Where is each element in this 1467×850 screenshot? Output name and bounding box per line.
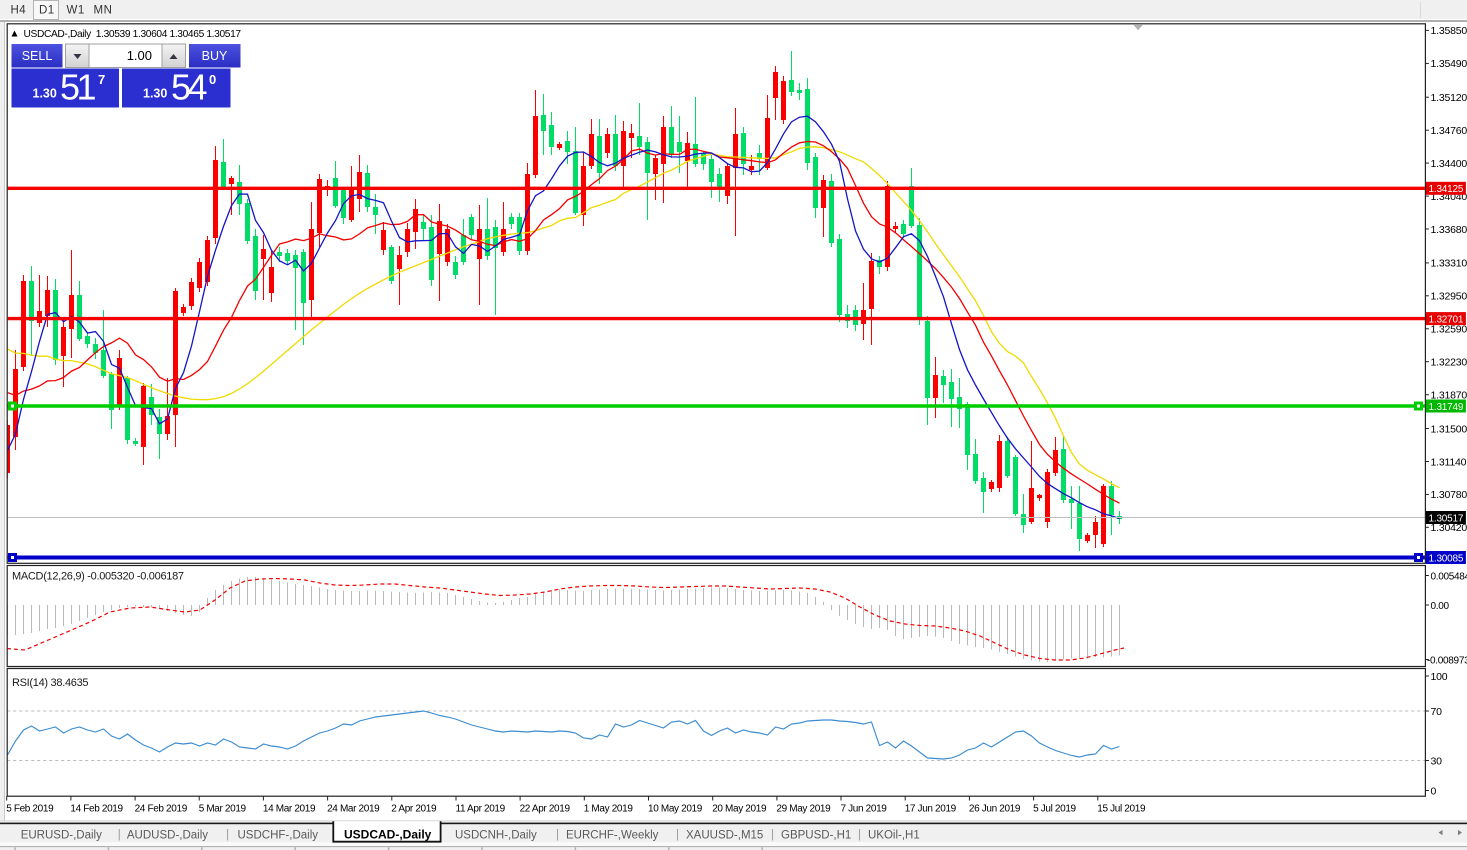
- svg-text:10 May 2019: 10 May 2019: [648, 804, 703, 815]
- svg-text:MN: MN: [94, 5, 113, 17]
- svg-text:20 May 2019: 20 May 2019: [712, 804, 767, 815]
- svg-text:|: |: [858, 829, 861, 841]
- svg-text:USDCHF-,Daily: USDCHF-,Daily: [238, 830, 319, 842]
- svg-text:5 Jul 2019: 5 Jul 2019: [1033, 804, 1076, 815]
- svg-text:USDCAD-,Daily 1.30539 1.30604: USDCAD-,Daily 1.30539 1.30604 1.30465 1.…: [24, 29, 242, 40]
- svg-text:1.31870: 1.31870: [1431, 390, 1467, 402]
- svg-text:1.33310: 1.33310: [1431, 258, 1467, 270]
- svg-text:1.30780: 1.30780: [1431, 489, 1467, 501]
- svg-text:1.35120: 1.35120: [1431, 92, 1467, 104]
- svg-text:24 Mar 2019: 24 Mar 2019: [327, 804, 380, 815]
- svg-text:|: |: [556, 829, 559, 841]
- svg-text:1.33680: 1.33680: [1431, 224, 1467, 236]
- svg-text:|: |: [226, 829, 229, 841]
- svg-text:30: 30: [1431, 755, 1443, 767]
- svg-text:EURUSD-,Daily: EURUSD-,Daily: [21, 830, 102, 842]
- svg-text:1.00: 1.00: [127, 48, 152, 63]
- svg-text:2 Apr 2019: 2 Apr 2019: [391, 804, 437, 815]
- svg-text:14 Mar 2019: 14 Mar 2019: [263, 804, 316, 815]
- svg-text:1.34125: 1.34125: [1429, 184, 1464, 195]
- svg-text:USDCNH-,Daily: USDCNH-,Daily: [455, 830, 537, 842]
- svg-text:5 Mar 2019: 5 Mar 2019: [199, 804, 247, 815]
- svg-text:11 Apr 2019: 11 Apr 2019: [456, 804, 506, 815]
- svg-text:1.34400: 1.34400: [1431, 158, 1467, 170]
- svg-text:14 Feb 2019: 14 Feb 2019: [70, 804, 123, 815]
- svg-text:1 May 2019: 1 May 2019: [584, 804, 634, 815]
- svg-text:0: 0: [209, 72, 216, 87]
- svg-text:0.005484: 0.005484: [1431, 571, 1467, 582]
- svg-text:USDCAD-,Daily: USDCAD-,Daily: [344, 828, 432, 842]
- svg-text:24 Feb 2019: 24 Feb 2019: [135, 804, 188, 815]
- svg-text:1.31140: 1.31140: [1431, 456, 1467, 468]
- svg-text:15 Jul 2019: 15 Jul 2019: [1097, 804, 1146, 815]
- svg-text:-0.008973: -0.008973: [1427, 655, 1467, 666]
- svg-text:100: 100: [1431, 671, 1448, 683]
- svg-text:BUY: BUY: [202, 49, 228, 63]
- svg-text:UKOil-,H1: UKOil-,H1: [868, 830, 920, 842]
- svg-text:|: |: [771, 829, 774, 841]
- svg-text:54: 54: [171, 67, 207, 108]
- svg-text:17 Jun 2019: 17 Jun 2019: [905, 804, 957, 815]
- svg-text:MACD(12,26,9) -0.005320 -0.006: MACD(12,26,9) -0.005320 -0.006187: [12, 571, 184, 583]
- svg-text:1.30: 1.30: [33, 87, 57, 101]
- svg-text:1.34760: 1.34760: [1431, 125, 1467, 137]
- svg-text:RSI(14) 38.4635: RSI(14) 38.4635: [12, 677, 88, 689]
- svg-text:|: |: [118, 829, 121, 841]
- svg-text:D1: D1: [39, 5, 55, 17]
- svg-text:26 Jun 2019: 26 Jun 2019: [969, 804, 1021, 815]
- svg-text:GBPUSD-,H1: GBPUSD-,H1: [781, 830, 851, 842]
- svg-text:0.00: 0.00: [1431, 601, 1450, 612]
- svg-text:|: |: [676, 829, 679, 841]
- svg-text:70: 70: [1431, 706, 1443, 718]
- svg-text:29 May 2019: 29 May 2019: [776, 804, 831, 815]
- svg-text:XAUUSD-,M15: XAUUSD-,M15: [686, 830, 763, 842]
- svg-text:0: 0: [1431, 785, 1437, 797]
- svg-text:1.32950: 1.32950: [1431, 291, 1467, 303]
- svg-text:1.32590: 1.32590: [1431, 324, 1467, 336]
- svg-text:1.32230: 1.32230: [1431, 357, 1467, 369]
- svg-text:EURCHF-,Weekly: EURCHF-,Weekly: [566, 830, 659, 842]
- svg-text:1.35850: 1.35850: [1431, 25, 1467, 37]
- svg-text:1.35490: 1.35490: [1431, 58, 1467, 70]
- svg-text:5 Feb 2019: 5 Feb 2019: [6, 804, 54, 815]
- svg-text:H4: H4: [11, 5, 27, 17]
- svg-text:22 Apr 2019: 22 Apr 2019: [520, 804, 571, 815]
- svg-text:7 Jun 2019: 7 Jun 2019: [841, 804, 888, 815]
- svg-text:1.30: 1.30: [143, 87, 167, 101]
- svg-text:1.30420: 1.30420: [1431, 522, 1467, 534]
- svg-text:1.30085: 1.30085: [1429, 553, 1464, 564]
- svg-text:1.31500: 1.31500: [1431, 423, 1467, 435]
- svg-text:51: 51: [60, 67, 96, 108]
- svg-text:W1: W1: [67, 5, 85, 17]
- svg-text:1.32701: 1.32701: [1429, 314, 1464, 325]
- svg-text:1.31749: 1.31749: [1429, 402, 1464, 413]
- svg-text:1.30517: 1.30517: [1429, 513, 1464, 524]
- svg-text:AUDUSD-,Daily: AUDUSD-,Daily: [127, 830, 208, 842]
- svg-text:7: 7: [98, 72, 105, 87]
- svg-text:SELL: SELL: [22, 49, 53, 63]
